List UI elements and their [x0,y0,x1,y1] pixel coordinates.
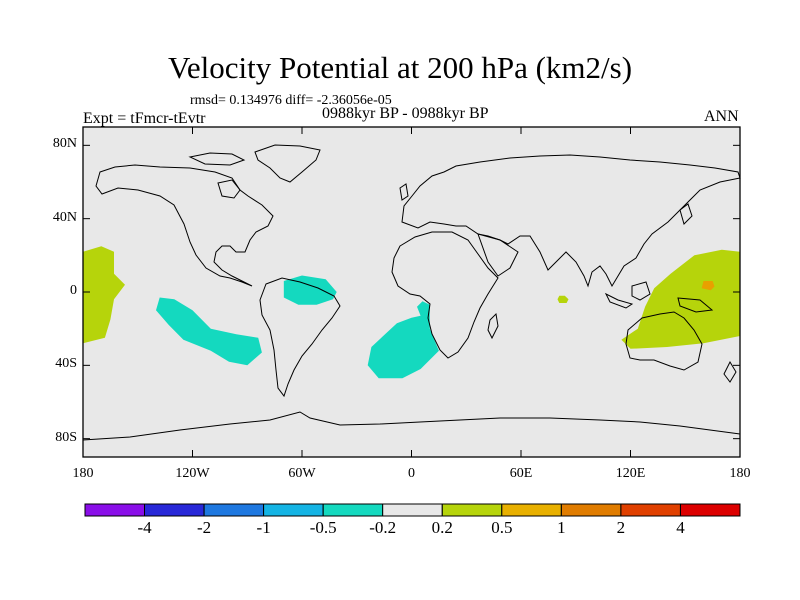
colorbar-swatch [620,503,681,517]
colorbar-swatch [382,503,443,517]
colorbar-label: -0.2 [369,518,397,537]
colorbar-label: -0.5 [309,518,337,537]
x-tick-label: 120W [175,466,210,481]
colorbar-label: 2 [616,518,626,537]
coastline-africa [391,231,499,359]
coastline-greenland [254,144,321,183]
x-tick-marks [82,127,741,457]
coastline-madagascar [487,312,499,340]
y-tick-label: 40N [52,209,77,225]
coastline-hudson-bay [217,179,241,199]
period-label: 0988kyr BP - 0988kyr BP [322,105,489,122]
colorbar-swatch [441,503,503,517]
colorbar-label: 0.2 [431,518,453,537]
colorbar-swatch [203,503,265,517]
coastline-indonesia [604,292,634,309]
colorbar-swatch [84,503,145,517]
colorbar [84,503,741,517]
colorbar-swatch [322,503,384,517]
anomaly-region-6 [367,301,439,379]
coastline-new-guinea [677,297,714,313]
colorbar-swatch [680,503,741,517]
y-tick-label: 80S [55,429,77,445]
anomaly-region-1 [621,249,740,349]
coastlines [82,144,741,441]
coastline-north-america [95,164,274,287]
anomaly-region-5 [283,275,337,305]
x-tick-label: 120E [615,466,646,481]
x-tick-label: 180 [729,466,751,481]
colorbar-label: 4 [676,518,685,537]
colorbar-label: -2 [196,518,212,537]
colorbar-swatch [501,503,562,517]
colorbar-label: -1 [256,518,271,537]
coastline-british-isles [399,183,409,201]
anomaly-region-2 [557,295,569,303]
coastline-arctic-islands [188,152,246,166]
colorbar-label: 1 [557,518,566,537]
y-tick-marks [83,144,740,440]
anomaly-region-4 [156,297,262,366]
colorbar-label: -4 [137,518,152,537]
coastline-south-america [259,277,341,398]
coastline-antarctica [82,411,741,441]
experiment-label: Expt = tFmcr-tEvtr [83,110,206,127]
map-background [83,127,740,457]
y-tick-label: 40S [55,356,77,372]
colorbar-swatch [263,503,324,517]
coastline-australia [625,311,703,371]
anomaly-region-3 [701,281,715,291]
y-tick-label: 80N [52,136,77,152]
colorbar-swatch [144,503,205,517]
x-tick-label: 0 [408,466,415,481]
coastline-arabia [477,233,519,277]
colorbar-swatch [560,503,622,517]
season-label: ANN [704,108,739,125]
coastline-japan [679,203,693,225]
stats-label: rmsd= 0.134976 diff= -2.36056e-05 [190,93,392,108]
x-tick-label: 180 [72,466,94,481]
colorbar-label: 0.5 [491,518,513,537]
coastline-borneo [631,281,651,301]
coastline-new-zealand [723,360,737,383]
x-tick-label: 60E [509,466,533,481]
figure-title: Velocity Potential at 200 hPa (km2/s) [167,50,633,85]
x-tick-label: 60W [288,466,316,481]
anomaly-regions [83,246,740,379]
y-tick-label: 0 [70,283,77,298]
anomaly-region-0 [83,246,125,344]
